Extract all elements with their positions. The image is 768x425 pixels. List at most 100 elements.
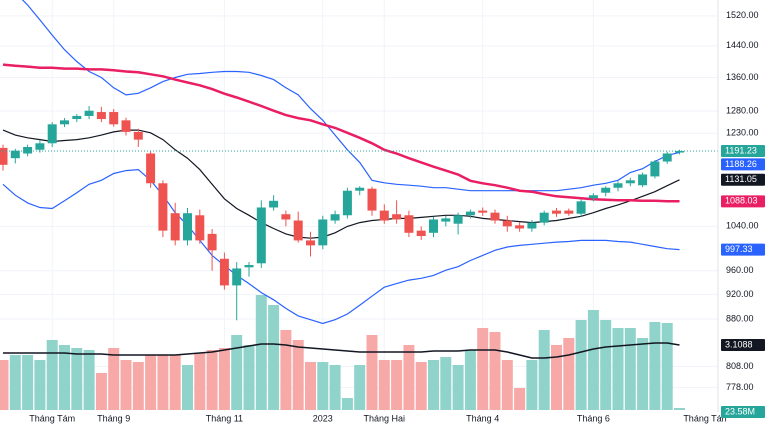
price-badge-bg <box>721 173 765 186</box>
volume-bar <box>59 345 70 410</box>
candle-body <box>625 180 635 184</box>
indicator-line <box>2 168 680 325</box>
candle-body <box>465 211 475 216</box>
candle-body <box>0 147 8 165</box>
y-tick-label: 1230.00 <box>726 128 759 138</box>
volume-bar <box>452 365 464 410</box>
volume-bar <box>305 362 316 410</box>
indicator-line <box>21 0 680 192</box>
candle-body <box>441 218 451 222</box>
candle-body <box>588 195 598 199</box>
volume-bar <box>34 360 46 410</box>
candle-body <box>96 112 106 120</box>
candle-body <box>269 200 279 208</box>
price-badge: 1131.05 <box>725 174 757 184</box>
price-badge: 1191.23 <box>725 145 757 155</box>
y-tick-label: 1280.00 <box>726 106 759 116</box>
volume-bar <box>95 373 107 410</box>
volume-bar <box>563 338 575 410</box>
candle-body <box>121 120 131 132</box>
volume-bar <box>366 335 378 410</box>
volume-bar <box>514 388 526 410</box>
volume-bar <box>526 360 538 410</box>
y-tick-label: 1360.00 <box>726 72 759 82</box>
candle-body <box>207 233 217 251</box>
volume-bar <box>46 340 58 410</box>
candle-body <box>10 150 20 159</box>
candle-body <box>244 265 254 268</box>
volume-bar <box>428 360 439 410</box>
candle-body <box>416 230 426 237</box>
y-tick-label: 920.00 <box>726 289 754 299</box>
volume-badge: 23.58M <box>725 406 755 416</box>
y-tick-label: 778.00 <box>726 382 754 392</box>
price-badge: 1188.26 <box>725 159 757 169</box>
price-badge: 1088.03 <box>725 196 758 206</box>
x-tick-label: Tháng 9 <box>97 413 130 423</box>
volume-badge-bg <box>721 406 765 418</box>
price-badge-bg <box>721 195 765 208</box>
volume-bar <box>132 362 144 410</box>
volume-bar <box>538 330 550 410</box>
candle-body <box>675 151 684 153</box>
candle-body <box>601 187 611 193</box>
axis: 1520.00 1440.00 1360.00 1280.00 1230.00 1040.… <box>29 0 768 425</box>
volume-bar <box>329 365 341 410</box>
candle-body <box>281 214 291 220</box>
volume-bar <box>489 332 501 410</box>
candle-body <box>515 225 525 229</box>
y-tick-label: 1520.00 <box>726 10 759 20</box>
candle-body <box>355 187 365 191</box>
volume-bar <box>71 348 83 410</box>
price-badge: 997.33 <box>725 244 753 254</box>
volume-bar <box>464 350 476 410</box>
y-tick-label: 1040.00 <box>726 221 759 231</box>
y-tick-label: 880.00 <box>726 313 754 323</box>
volume-bar <box>341 398 353 410</box>
volume-bar <box>145 355 157 410</box>
volume-bar <box>292 340 304 410</box>
volume-bar <box>218 348 230 410</box>
candle-body <box>539 212 549 223</box>
candle-body <box>576 201 586 214</box>
volume-bar <box>108 348 120 410</box>
x-tick-label: Tháng Tám <box>29 413 75 423</box>
volume-bar <box>317 362 329 410</box>
volume-bar <box>22 355 34 410</box>
volume-bar <box>182 365 193 410</box>
volume-bar <box>637 338 649 410</box>
candle-body <box>195 215 205 241</box>
volume-bar <box>587 310 599 410</box>
volume-bar <box>83 350 95 410</box>
indicator-line <box>2 129 680 239</box>
volume-bar <box>157 355 169 410</box>
candle-body <box>404 215 414 233</box>
candle-body <box>47 124 57 144</box>
volume-bar <box>243 345 255 410</box>
volume-bar <box>255 295 267 410</box>
volume-ma-line <box>3 342 680 359</box>
candle-body <box>306 240 315 246</box>
volume-bar <box>415 362 427 410</box>
plot-area <box>0 0 718 410</box>
candle-body <box>183 213 192 241</box>
price-axis-bg <box>718 0 768 425</box>
x-tick-label: 2023 <box>313 413 333 423</box>
candle-body <box>109 112 119 125</box>
candle-body <box>379 210 389 221</box>
candle-body <box>429 219 438 233</box>
volume-bar <box>0 360 9 410</box>
candle-body <box>527 222 537 229</box>
candle-body <box>256 207 266 264</box>
y-tick-label: 1440.00 <box>726 40 759 50</box>
candle-body <box>170 213 180 241</box>
volume-bar <box>440 357 452 410</box>
candle-body <box>564 210 574 214</box>
candle-body <box>613 183 623 188</box>
x-tick-label: Tháng 11 <box>206 413 243 423</box>
volume-bar <box>378 360 390 410</box>
volume-bar <box>231 335 243 410</box>
candle-body <box>232 268 242 286</box>
